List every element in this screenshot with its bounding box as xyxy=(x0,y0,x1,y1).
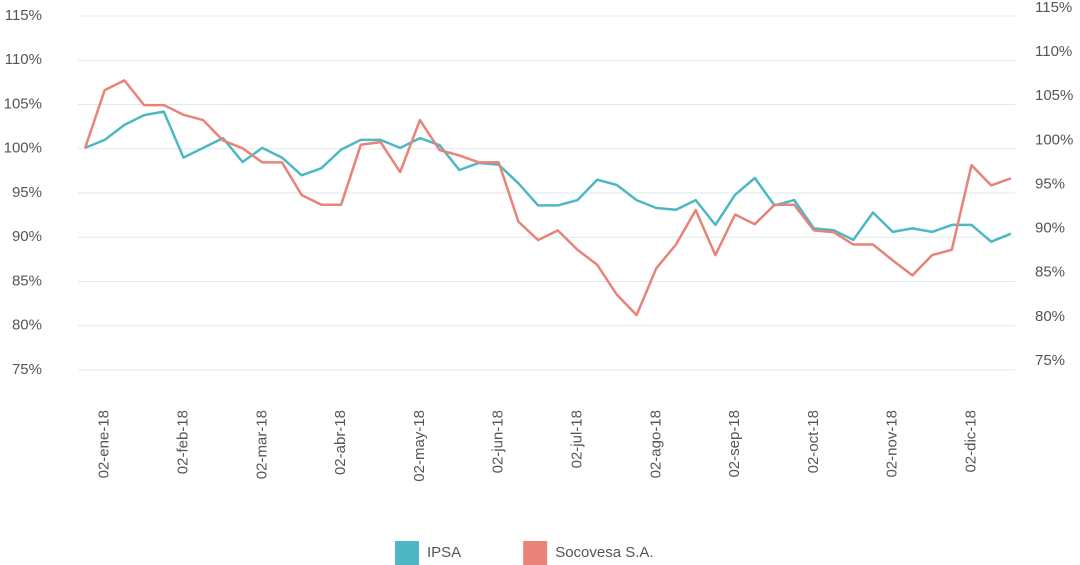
x-tick-label: 02-abr-18 xyxy=(332,410,349,475)
y-tick-label: 90% xyxy=(12,228,42,245)
y-tick-label: 115% xyxy=(5,7,42,24)
x-tick-label: 02-dic-18 xyxy=(962,410,979,473)
y2-tick-label: 75% xyxy=(1035,352,1065,369)
y-tick-label: 75% xyxy=(12,361,42,378)
x-tick-label: 02-may-18 xyxy=(411,410,428,482)
legend-item: IPSA xyxy=(395,541,461,565)
y2-tick-label: 110% xyxy=(1035,43,1072,60)
y-tick-label: 80% xyxy=(12,317,42,334)
y2-tick-label: 85% xyxy=(1035,264,1065,281)
legend-swatch xyxy=(523,541,548,565)
legend-item: Socovesa S.A. xyxy=(523,541,654,565)
series-line xyxy=(84,110,1012,243)
x-tick-label: 02-ago-18 xyxy=(647,410,664,478)
y-tick-label: 100% xyxy=(4,140,42,157)
x-tick-label: 02-jun-18 xyxy=(490,410,507,473)
x-tick-label: 02-ene-18 xyxy=(96,410,113,478)
x-tick-label: 02-sep-18 xyxy=(726,410,743,478)
y-tick-label: 110% xyxy=(5,51,42,68)
y2-tick-label: 115% xyxy=(1035,0,1072,16)
x-tick-label: 02-nov-18 xyxy=(884,410,901,478)
y-tick-label: 105% xyxy=(4,95,42,112)
y-tick-label: 95% xyxy=(12,184,42,201)
x-tick-label: 02-mar-18 xyxy=(253,410,270,479)
x-tick-label: 02-oct-18 xyxy=(805,410,822,473)
legend-label: Socovesa S.A. xyxy=(555,544,653,561)
legend-label: IPSA xyxy=(427,544,461,561)
series-line xyxy=(83,79,1012,317)
y2-tick-label: 95% xyxy=(1035,175,1065,192)
x-tick-label: 02-feb-18 xyxy=(174,410,191,474)
y2-tick-label: 100% xyxy=(1035,131,1073,148)
x-tick-label: 02-jul-18 xyxy=(568,410,585,468)
y2-tick-label: 90% xyxy=(1035,220,1065,237)
y-tick-label: 85% xyxy=(12,272,42,289)
legend-swatch xyxy=(395,541,419,565)
y2-tick-label: 105% xyxy=(1035,87,1073,104)
y2-tick-label: 80% xyxy=(1035,308,1065,325)
